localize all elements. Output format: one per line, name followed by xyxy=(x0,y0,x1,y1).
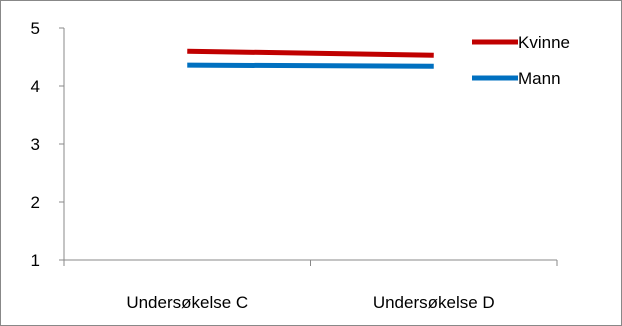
x-category-label: Undersøkelse D xyxy=(373,293,495,312)
x-category-label: Undersøkelse C xyxy=(126,293,248,312)
axes xyxy=(63,28,557,261)
series-line-kvinne xyxy=(187,48,434,58)
series-lines xyxy=(187,48,434,69)
legend-label-mann: Mann xyxy=(518,69,561,88)
y-tick-label: 4 xyxy=(31,77,40,96)
y-tick-label: 5 xyxy=(31,19,40,38)
x-ticks: Undersøkelse C Undersøkelse D xyxy=(63,260,558,312)
y-tick-label: 3 xyxy=(31,135,40,154)
y-tick-label: 2 xyxy=(31,193,40,212)
y-ticks: 1 2 3 4 5 xyxy=(31,19,64,270)
series-line-mann xyxy=(187,62,434,69)
y-tick-label: 1 xyxy=(31,251,40,270)
legend: Kvinne Mann xyxy=(472,33,570,88)
legend-label-kvinne: Kvinne xyxy=(518,33,570,52)
